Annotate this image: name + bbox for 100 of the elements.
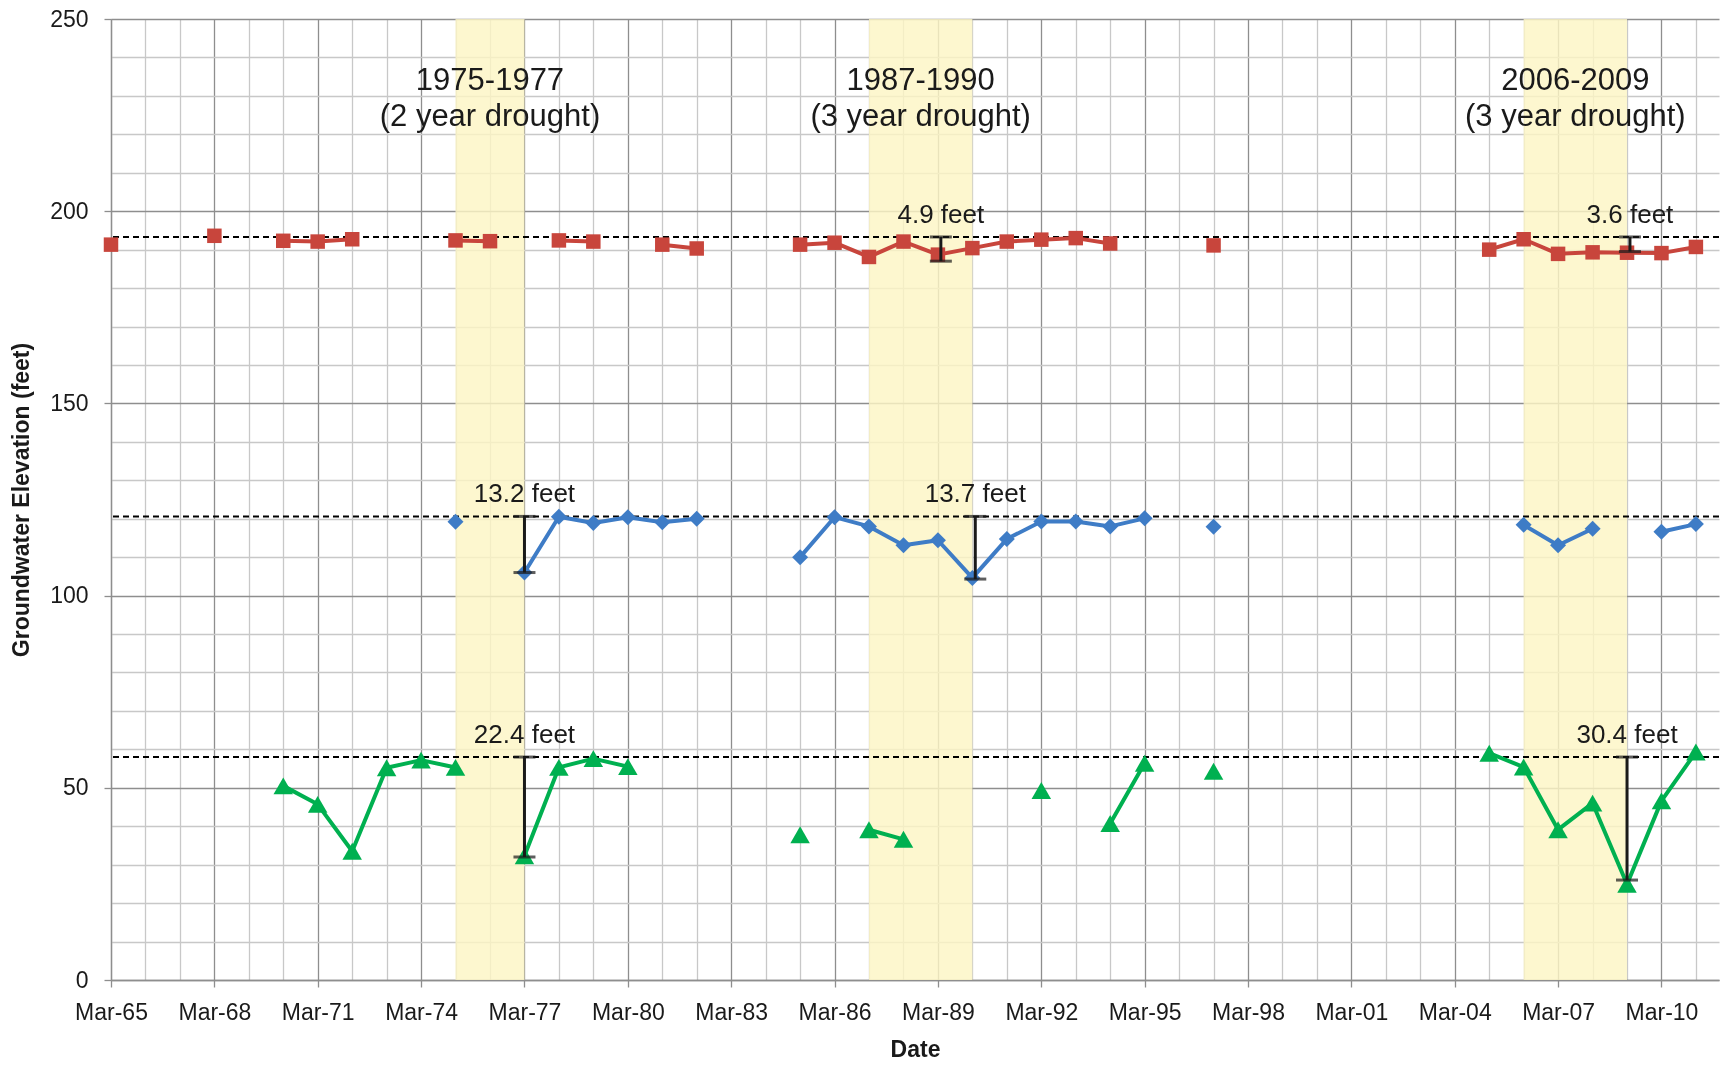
point	[1513, 758, 1534, 776]
point	[1654, 245, 1669, 261]
point	[965, 240, 980, 256]
point	[482, 233, 498, 249]
x-tick-label: Mar-04	[1418, 998, 1492, 1025]
x-tick-label: Mar-80	[591, 998, 665, 1025]
point	[1651, 792, 1672, 810]
x-tick-label: Mar-65	[75, 998, 148, 1025]
point	[688, 510, 705, 527]
y-tick-label: 150	[50, 389, 89, 416]
point	[1134, 754, 1155, 772]
point	[586, 234, 601, 249]
annotation: 13.7 feet	[924, 478, 1027, 509]
point	[1550, 537, 1567, 554]
point	[273, 777, 293, 795]
point	[861, 249, 877, 265]
point	[551, 233, 567, 248]
point	[1653, 523, 1670, 540]
y-axis-title: Groundwater Elevation (feet)	[8, 342, 35, 658]
point	[1550, 246, 1566, 262]
x-tick-label: Mar-68	[178, 998, 252, 1025]
x-tick-label: Mar-74	[385, 998, 459, 1025]
x-tick-label: Mar-95	[1108, 998, 1182, 1025]
point	[999, 234, 1015, 249]
point	[550, 508, 567, 525]
x-tick-label: Mar-98	[1212, 998, 1285, 1025]
point	[1031, 782, 1052, 799]
point	[827, 235, 842, 250]
point	[1516, 232, 1531, 247]
y-tick-label: 250	[50, 5, 89, 32]
point	[896, 234, 911, 249]
x-tick-label: Mar-71	[281, 998, 355, 1025]
point	[998, 531, 1015, 548]
point	[1584, 520, 1601, 537]
y-tick-label: 0	[75, 966, 89, 993]
point	[342, 842, 362, 860]
point	[376, 759, 397, 777]
point	[447, 513, 464, 530]
point	[826, 509, 843, 526]
point	[1548, 821, 1568, 839]
point	[310, 234, 325, 249]
point	[893, 830, 914, 848]
point	[929, 532, 946, 549]
point	[1688, 239, 1704, 255]
point	[654, 514, 671, 531]
x-tick-label: Mar-07	[1522, 998, 1595, 1025]
point	[1205, 518, 1222, 535]
point	[549, 758, 569, 776]
point	[1100, 815, 1120, 832]
point	[445, 758, 466, 776]
band-label: 1975-1977 (2 year drought)	[379, 62, 601, 133]
point	[344, 232, 360, 247]
point	[103, 237, 119, 252]
point	[790, 826, 810, 844]
x-tick-label: Mar-10	[1625, 998, 1699, 1025]
x-tick-label: Mar-77	[488, 998, 562, 1025]
x-tick-label: Mar-86	[798, 998, 872, 1025]
point	[859, 821, 879, 839]
point	[1067, 513, 1084, 530]
point	[1102, 518, 1119, 535]
annotation: 4.9 feet	[897, 198, 985, 229]
annotation: 30.4 feet	[1576, 719, 1679, 750]
point	[689, 241, 704, 256]
annotation: 13.2 feet	[473, 478, 576, 509]
point	[448, 233, 463, 248]
x-axis-title: Date	[890, 1035, 941, 1062]
point	[1687, 516, 1704, 533]
point	[583, 750, 604, 768]
point	[1203, 762, 1224, 780]
point	[619, 509, 636, 526]
point	[895, 537, 912, 554]
point	[1102, 236, 1118, 251]
point	[276, 233, 291, 249]
point	[1515, 516, 1532, 533]
point	[1206, 238, 1221, 253]
point	[1481, 242, 1497, 257]
point	[860, 518, 877, 535]
point	[207, 228, 222, 244]
point	[655, 237, 670, 252]
y-tick-label: 100	[50, 582, 89, 609]
point	[1582, 794, 1603, 812]
point	[792, 549, 809, 566]
band-label: 1987-1990 (3 year drought)	[810, 62, 1031, 133]
x-tick-label: Mar-01	[1315, 998, 1389, 1025]
point	[585, 514, 602, 531]
annotation: 22.4 feet	[473, 719, 576, 750]
point	[1068, 230, 1083, 246]
point	[1686, 743, 1706, 761]
y-tick-label: 200	[50, 197, 89, 224]
x-tick-label: Mar-83	[695, 998, 769, 1025]
band-label: 2006-2009 (3 year drought)	[1465, 62, 1686, 133]
point	[307, 795, 328, 813]
point	[1034, 232, 1049, 247]
annotation: 3.6 feet	[1586, 198, 1675, 229]
y-tick-label: 50	[62, 774, 89, 801]
point	[1033, 513, 1050, 530]
point	[411, 751, 431, 769]
point	[1585, 245, 1600, 260]
point	[618, 758, 638, 776]
x-tick-label: Mar-92	[1005, 998, 1079, 1025]
